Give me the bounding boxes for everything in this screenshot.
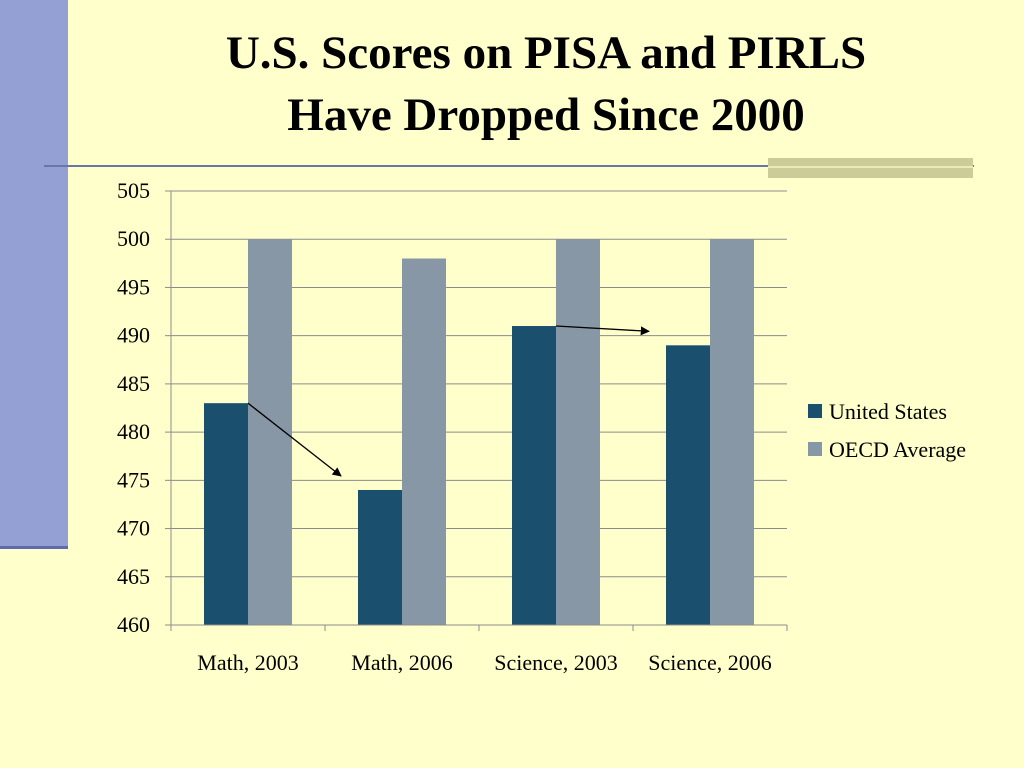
bar-oecd-average [556, 239, 600, 625]
title-divider [44, 165, 974, 167]
y-tick-label: 495 [117, 274, 150, 299]
accent-decoration [768, 158, 973, 178]
y-tick-label: 490 [117, 323, 150, 348]
bar-oecd-average [402, 258, 446, 625]
x-category-label: Math, 2003 [197, 650, 298, 675]
trend-arrow [555, 325, 650, 336]
legend-label: OECD Average [829, 437, 966, 462]
x-category-label: Math, 2006 [351, 650, 452, 675]
bar-united-states [666, 345, 710, 625]
legend-swatch [808, 442, 822, 456]
bars [204, 239, 754, 625]
y-tick-label: 485 [117, 371, 150, 396]
y-tick-label: 480 [117, 419, 150, 444]
y-tick-label: 500 [117, 226, 150, 251]
slide-title-line1: U.S. Scores on PISA and PIRLS [225, 27, 867, 79]
bar-united-states [204, 403, 248, 625]
x-category-labels: Math, 2003 Math, 2006 Science, 2003 Science… [197, 650, 771, 675]
y-tick-label: 505 [117, 178, 150, 203]
trend-arrows [247, 325, 650, 477]
x-category-label: Science, 2003 [494, 650, 617, 675]
y-tick-labels: 460 465 470 475 480 485 490 495 500 505 [117, 178, 150, 637]
bar-united-states [512, 326, 556, 625]
y-tick-label: 465 [117, 564, 150, 589]
slide-title: U.S. Scores on PISA and PIRLS Have Dropp… [68, 22, 1024, 146]
axes [165, 190, 788, 631]
bar-oecd-average [710, 239, 754, 625]
legend-label: United States [829, 399, 947, 424]
slide-title-line2: Have Dropped Since 2000 [287, 89, 805, 141]
bar-united-states [358, 489, 402, 625]
x-category-label: Science, 2006 [648, 650, 771, 675]
y-tick-label: 460 [117, 612, 150, 637]
left-decorative-bar [0, 0, 68, 549]
y-tick-label: 470 [117, 516, 150, 541]
trend-arrow [247, 402, 342, 477]
legend-swatch [808, 404, 822, 418]
legend: United States OECD Average [808, 399, 966, 462]
y-tick-label: 475 [117, 467, 150, 492]
